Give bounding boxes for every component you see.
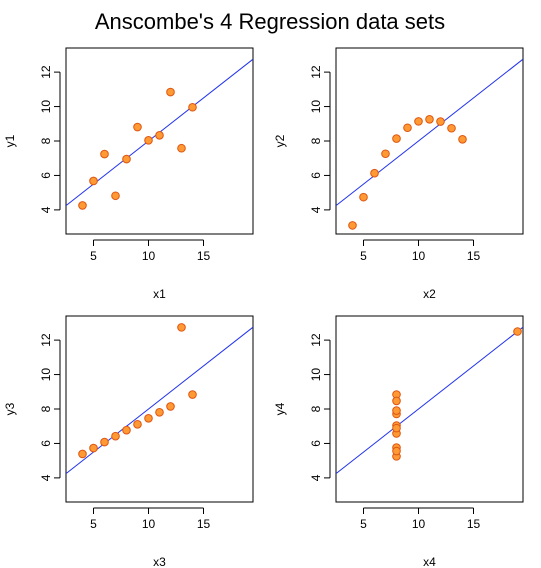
regression-line: [336, 326, 523, 474]
y-tick-label: 12: [39, 333, 53, 347]
x-tick-label: 10: [142, 517, 156, 531]
x-tick-label: 15: [467, 249, 481, 263]
x-tick-label: 10: [412, 249, 426, 263]
x-tick-label: 5: [90, 517, 97, 531]
panel-3: 5 10 15 4 6 8 10 12 x3 y3: [3, 315, 254, 568]
data-point: [381, 149, 390, 159]
panels-group: 5 10 15 4 6 8 10 12 x1 y1 5 10 15 4 6 8 10 12 x2 y2 5 10 15 4 6 8…: [3, 47, 524, 568]
y-tick-label: 4: [309, 474, 323, 481]
data-point: [359, 192, 368, 202]
data-point: [392, 446, 401, 456]
data-point: [133, 420, 142, 429]
data-point: [89, 176, 98, 186]
x-tick-label: 15: [467, 517, 481, 531]
data-point: [78, 201, 87, 210]
y-tick-label: 4: [39, 206, 53, 213]
x-tick-label: 15: [197, 517, 211, 531]
x-axis-title: x4: [423, 555, 436, 568]
y-axis-title: y1: [3, 134, 17, 147]
panel-2: 5 10 15 4 6 8 10 12 x2 y2: [273, 47, 524, 301]
data-point: [188, 102, 197, 112]
x-tick-label: 10: [142, 249, 156, 263]
data-point: [89, 443, 98, 453]
x-axis-title: x3: [153, 555, 166, 568]
y-tick-label: 8: [309, 405, 323, 412]
data-point: [414, 117, 423, 126]
y-tick-label: 6: [309, 172, 323, 179]
figure-title: Anscombe's 4 Regression data sets: [95, 9, 445, 34]
data-point: [122, 154, 131, 164]
data-point: [166, 402, 175, 411]
panel-4: 5 10 15 4 6 8 10 12 x4 y4: [273, 315, 524, 568]
data-point: [78, 449, 87, 459]
y-tick-label: 4: [39, 474, 53, 481]
data-point: [111, 431, 120, 441]
data-point: [122, 425, 131, 435]
x-tick-label: 15: [197, 249, 211, 263]
data-point: [100, 149, 109, 159]
y-tick-label: 10: [309, 368, 323, 382]
x-tick-label: 10: [412, 517, 426, 531]
y-axis-title: y3: [3, 402, 17, 415]
data-point: [513, 327, 522, 336]
data-point: [348, 221, 357, 230]
y-tick-label: 8: [39, 137, 53, 144]
y-tick-label: 8: [309, 137, 323, 144]
data-point: [392, 134, 401, 143]
y-tick-label: 12: [39, 65, 53, 79]
y-tick-label: 10: [39, 100, 53, 114]
regression-line: [336, 58, 523, 206]
x-axis-title: x2: [423, 287, 436, 301]
y-tick-label: 12: [309, 65, 323, 79]
plot-frame: [65, 315, 254, 503]
data-point: [166, 87, 175, 97]
y-tick-label: 10: [39, 368, 53, 382]
plot-frame: [335, 315, 524, 503]
data-point: [436, 117, 445, 126]
y-tick-label: 6: [309, 440, 323, 447]
x-tick-label: 5: [360, 517, 367, 531]
y-tick-label: 4: [309, 206, 323, 213]
data-point: [177, 323, 186, 332]
x-axis-title: x1: [153, 287, 166, 301]
data-point: [177, 143, 186, 153]
data-point: [392, 396, 401, 406]
panel-1: 5 10 15 4 6 8 10 12 x1 y1: [3, 47, 254, 301]
data-point: [133, 122, 142, 132]
data-point: [155, 407, 164, 417]
y-tick-label: 6: [39, 172, 53, 179]
data-point: [392, 406, 401, 415]
data-point: [100, 437, 109, 447]
data-point: [188, 390, 197, 399]
x-tick-label: 5: [90, 249, 97, 263]
data-point: [144, 136, 153, 145]
plot-frame: [65, 47, 254, 235]
data-point: [458, 134, 467, 144]
data-point: [370, 168, 379, 178]
x-tick-label: 5: [360, 249, 367, 263]
data-point: [403, 123, 412, 133]
data-point: [111, 191, 120, 201]
y-tick-label: 8: [39, 405, 53, 412]
y-tick-label: 6: [39, 440, 53, 447]
y-tick-label: 12: [309, 333, 323, 347]
y-axis-title: y2: [273, 134, 287, 147]
data-point: [425, 115, 434, 124]
data-point: [155, 131, 164, 140]
y-axis-title: y4: [273, 402, 287, 415]
data-point: [144, 414, 153, 423]
data-point: [392, 423, 401, 433]
y-tick-label: 10: [309, 100, 323, 114]
data-point: [447, 123, 456, 133]
plot-frame: [335, 47, 524, 235]
